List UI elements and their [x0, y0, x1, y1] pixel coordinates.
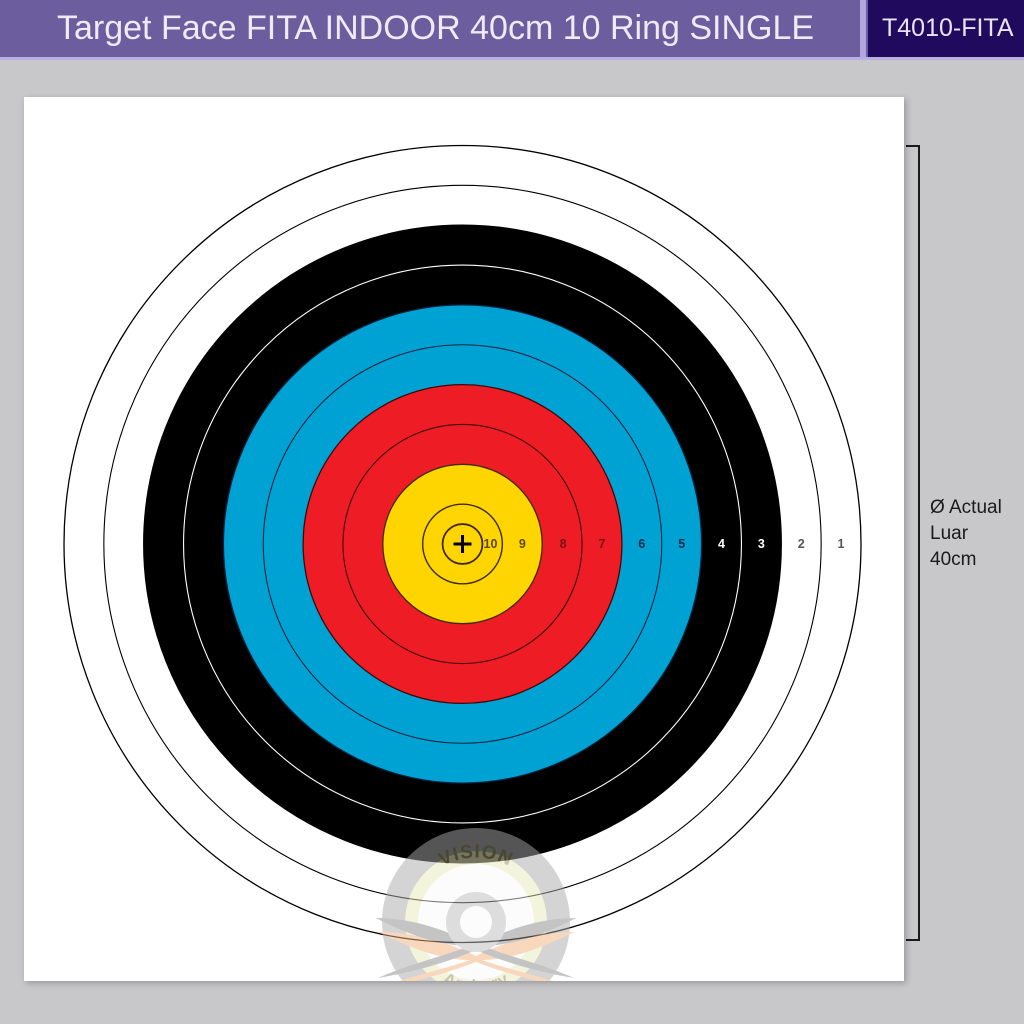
svg-text:3: 3	[758, 537, 765, 551]
svg-text:10: 10	[484, 537, 498, 551]
svg-text:1: 1	[838, 537, 845, 551]
svg-text:4: 4	[718, 537, 725, 551]
svg-text:8: 8	[560, 537, 567, 551]
svg-text:9: 9	[519, 537, 526, 551]
svg-text:6: 6	[638, 537, 645, 551]
svg-text:7: 7	[599, 537, 606, 551]
svg-text:5: 5	[678, 537, 685, 551]
svg-text:2: 2	[798, 537, 805, 551]
